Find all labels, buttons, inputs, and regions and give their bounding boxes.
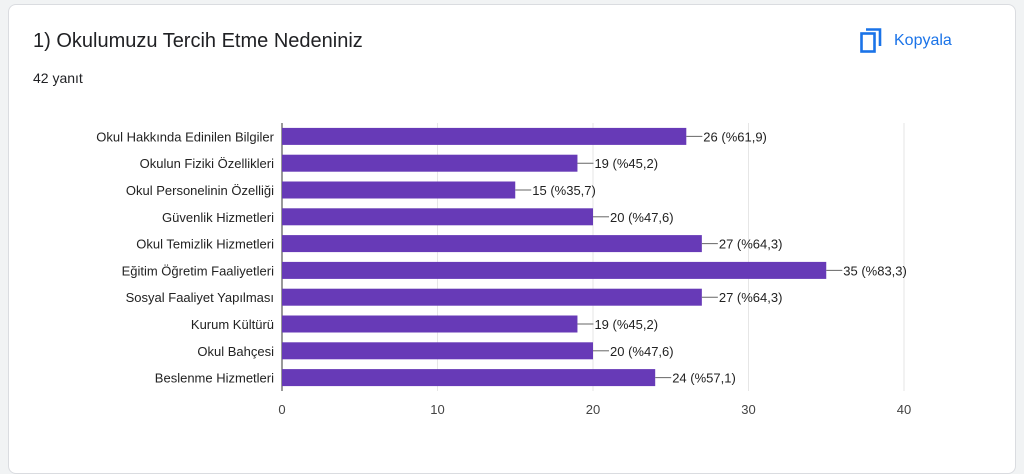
data-label: 20 (%47,6)	[610, 344, 674, 359]
bar	[282, 208, 593, 226]
data-label: 15 (%35,7)	[532, 183, 596, 198]
category-label: Eğitim Öğretim Faaliyetleri	[122, 263, 275, 278]
category-label: Beslenme Hizmetleri	[155, 371, 274, 386]
bar	[282, 342, 593, 360]
x-tick-label: 30	[741, 402, 755, 417]
data-label: 35 (%83,3)	[843, 263, 907, 278]
copy-button[interactable]: Kopyala	[860, 26, 952, 56]
x-tick-label: 40	[897, 402, 911, 417]
bar	[282, 154, 578, 172]
bar	[282, 181, 516, 199]
category-label: Okulun Fiziki Özellikleri	[140, 156, 274, 171]
bar	[282, 127, 687, 145]
x-tick-label: 20	[586, 402, 600, 417]
bar	[282, 261, 827, 279]
question-title: 1) Okulumuzu Tercih Etme Nedeniniz	[33, 30, 363, 52]
x-tick-label: 10	[430, 402, 444, 417]
category-label: Okul Temizlik Hizmetleri	[136, 237, 274, 252]
data-label: 19 (%45,2)	[594, 317, 658, 332]
category-label: Okul Hakkında Edinilen Bilgiler	[96, 129, 274, 144]
bar	[282, 288, 702, 306]
data-label: 26 (%61,9)	[703, 129, 767, 144]
category-label: Okul Bahçesi	[197, 344, 274, 359]
data-label: 27 (%64,3)	[719, 237, 783, 252]
data-label: 24 (%57,1)	[672, 371, 736, 386]
response-count: 42 yanıt	[33, 70, 83, 86]
category-label: Okul Personelinin Özelliği	[126, 183, 274, 198]
copy-label: Kopyala	[894, 32, 952, 49]
copy-icon	[860, 28, 882, 54]
data-label: 20 (%47,6)	[610, 210, 674, 225]
data-label: 27 (%64,3)	[719, 290, 783, 305]
bar	[282, 315, 578, 333]
category-label: Kurum Kültürü	[191, 317, 274, 332]
data-label: 19 (%45,2)	[594, 156, 658, 171]
x-tick-label: 0	[278, 402, 285, 417]
bar	[282, 369, 656, 387]
category-label: Güvenlik Hizmetleri	[162, 210, 274, 225]
bar	[282, 235, 702, 253]
category-label: Sosyal Faaliyet Yapılması	[126, 290, 274, 305]
